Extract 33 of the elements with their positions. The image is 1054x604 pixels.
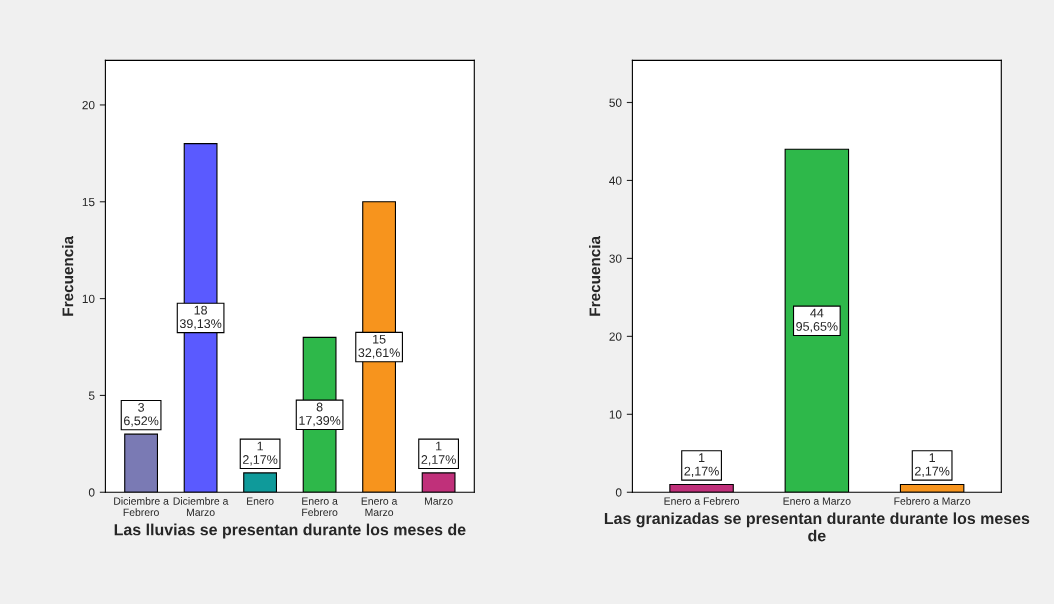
y-tick-label: 10 bbox=[82, 294, 95, 303]
y-tick-label: 15 bbox=[82, 197, 95, 207]
data-label: 3 6,52% bbox=[124, 402, 159, 427]
x-tick-label: Marzo bbox=[424, 497, 453, 505]
x-tick-label: Diciembre a Febrero bbox=[114, 497, 169, 516]
y-tick-label: 40 bbox=[609, 176, 622, 185]
x-tick-label: Enero a Marzo bbox=[361, 497, 398, 516]
y-tick-label: 0 bbox=[88, 488, 95, 497]
x-tick-label: Febrero a Marzo bbox=[894, 497, 971, 505]
y-axis-title: Frecuencia bbox=[62, 235, 74, 316]
x-tick-label: Enero a Febrero bbox=[302, 497, 338, 516]
x-tick-label: Enero a Marzo bbox=[783, 497, 851, 505]
data-label: 8 17,39% bbox=[299, 402, 341, 427]
y-tick-label: 50 bbox=[609, 98, 622, 107]
x-axis-title: Las lluvias se presentan durante los meses de bbox=[114, 523, 466, 539]
x-tick-label: Enero a Febrero bbox=[664, 497, 740, 505]
y-tick-label: 30 bbox=[609, 254, 622, 263]
data-label: 15 32,61% bbox=[358, 334, 400, 359]
y-tick-label: 10 bbox=[609, 410, 622, 419]
y-tick-label: 20 bbox=[82, 100, 95, 110]
y-tick-label: 5 bbox=[88, 391, 95, 400]
x-tick-label: Diciembre a Marzo bbox=[173, 497, 229, 516]
y-tick-label: 0 bbox=[615, 488, 622, 497]
y-axis-title: Frecuencia bbox=[589, 235, 601, 316]
data-label: 1 2,17% bbox=[243, 441, 278, 466]
data-label: 1 2,17% bbox=[915, 453, 950, 477]
data-label: 44 95,65% bbox=[796, 308, 838, 333]
x-tick-label: Enero bbox=[247, 497, 274, 505]
data-label: 18 39,13% bbox=[179, 305, 222, 330]
x-axis-title: Las granizadas se presentan durante durante los meses de bbox=[604, 512, 1030, 542]
data-label: 1 2,17% bbox=[684, 453, 719, 477]
data-label: 1 2,17% bbox=[421, 441, 456, 466]
y-tick-label: 20 bbox=[609, 332, 622, 341]
